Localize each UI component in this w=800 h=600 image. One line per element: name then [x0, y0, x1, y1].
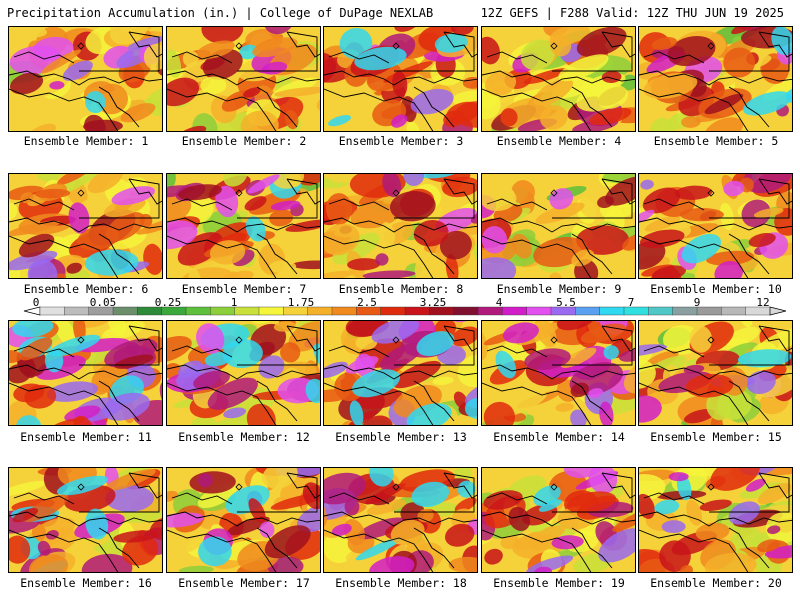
ensemble-map-8	[323, 173, 478, 279]
member-caption: Ensemble Member: 20	[650, 576, 782, 590]
colorbar-tick-label: 0	[32, 296, 40, 309]
ensemble-map-5	[638, 26, 793, 132]
ensemble-map-13	[323, 320, 478, 426]
member-caption: Ensemble Member: 14	[493, 430, 625, 444]
precipitation-colorbar	[23, 306, 787, 316]
ensemble-map-17	[166, 467, 321, 573]
colorbar-tick-label: 7	[627, 296, 635, 309]
member-caption: Ensemble Member: 9	[496, 282, 622, 296]
precip-field	[639, 321, 792, 425]
precip-field	[482, 27, 635, 131]
precip-field	[324, 468, 477, 572]
colorbar-swatch	[380, 306, 406, 316]
ensemble-map-6	[8, 173, 163, 279]
member-caption: Ensemble Member: 2	[181, 134, 307, 148]
member-caption: Ensemble Member: 6	[23, 282, 149, 296]
colorbar-tick-label: 1.75	[287, 296, 315, 309]
colorbar-swatch	[453, 306, 479, 316]
ensemble-map-15	[638, 320, 793, 426]
member-caption: Ensemble Member: 4	[496, 134, 622, 148]
precip-field	[482, 321, 635, 425]
ensemble-map-1	[8, 26, 163, 132]
colorbar-swatch	[64, 306, 90, 316]
precip-field	[639, 468, 792, 572]
colorbar-swatch	[526, 306, 552, 316]
member-caption: Ensemble Member: 1	[23, 134, 149, 148]
precip-field	[9, 468, 162, 572]
precip-field	[167, 174, 320, 278]
colorbar-swatch	[331, 306, 357, 316]
member-caption: Ensemble Member: 15	[650, 430, 782, 444]
member-caption: Ensemble Member: 10	[650, 282, 782, 296]
ensemble-map-14	[481, 320, 636, 426]
precip-field	[167, 321, 320, 425]
precip-field	[639, 27, 792, 131]
member-caption: Ensemble Member: 7	[181, 282, 307, 296]
member-caption: Ensemble Member: 19	[493, 576, 625, 590]
colorbar-swatch	[258, 306, 284, 316]
ensemble-map-3	[323, 26, 478, 132]
precip-field	[482, 174, 635, 278]
member-caption: Ensemble Member: 8	[338, 282, 464, 296]
colorbar-tick-label: 3.25	[419, 296, 447, 309]
ensemble-map-9	[481, 173, 636, 279]
colorbar-tick-label: 1	[230, 296, 238, 309]
ensemble-map-20	[638, 467, 793, 573]
member-caption: Ensemble Member: 17	[178, 576, 310, 590]
member-caption: Ensemble Member: 12	[178, 430, 310, 444]
ensemble-map-7	[166, 173, 321, 279]
ensemble-map-2	[166, 26, 321, 132]
colorbar-swatch	[39, 306, 65, 316]
precip-field	[9, 27, 162, 131]
colorbar-tick-label: 0.05	[89, 296, 117, 309]
precip-field	[482, 468, 635, 572]
precip-field	[639, 174, 792, 278]
colorbar-tick-label: 5.5	[556, 296, 576, 309]
precip-field	[167, 468, 320, 572]
colorbar-tick-label: 0.25	[154, 296, 182, 309]
member-caption: Ensemble Member: 18	[335, 576, 467, 590]
ensemble-map-4	[481, 26, 636, 132]
member-caption: Ensemble Member: 16	[20, 576, 152, 590]
ensemble-map-18	[323, 467, 478, 573]
precip-field	[324, 321, 477, 425]
colorbar-swatch	[721, 306, 747, 316]
map-title: Precipitation Accumulation (in.) | Colle…	[7, 6, 434, 20]
ensemble-map-16	[8, 467, 163, 573]
ensemble-map-11	[8, 320, 163, 426]
colorbar-swatch	[599, 306, 625, 316]
colorbar-swatch	[234, 306, 260, 316]
colorbar-max-arrow	[769, 306, 787, 316]
ensemble-map-12	[166, 320, 321, 426]
colorbar-swatch	[185, 306, 211, 316]
member-caption: Ensemble Member: 11	[20, 430, 152, 444]
member-caption: Ensemble Member: 13	[335, 430, 467, 444]
colorbar-swatch	[112, 306, 138, 316]
model-run-label: 12Z GEFS | F288 Valid: 12Z THU JUN 19 20…	[480, 6, 784, 20]
precip-field	[9, 321, 162, 425]
colorbar-tick-label: 2.5	[357, 296, 377, 309]
member-caption: Ensemble Member: 5	[653, 134, 779, 148]
precip-field	[9, 174, 162, 278]
ensemble-map-19	[481, 467, 636, 573]
precip-field	[167, 27, 320, 131]
ensemble-map-10	[638, 173, 793, 279]
colorbar-swatch	[696, 306, 722, 316]
colorbar-swatch	[575, 306, 601, 316]
precip-field	[324, 174, 477, 278]
member-caption: Ensemble Member: 3	[338, 134, 464, 148]
colorbar-swatch	[648, 306, 674, 316]
colorbar-swatch	[502, 306, 528, 316]
colorbar-tick-label: 12	[756, 296, 770, 309]
colorbar-tick-label: 4	[495, 296, 503, 309]
precip-field	[324, 27, 477, 131]
colorbar-tick-label: 9	[693, 296, 701, 309]
